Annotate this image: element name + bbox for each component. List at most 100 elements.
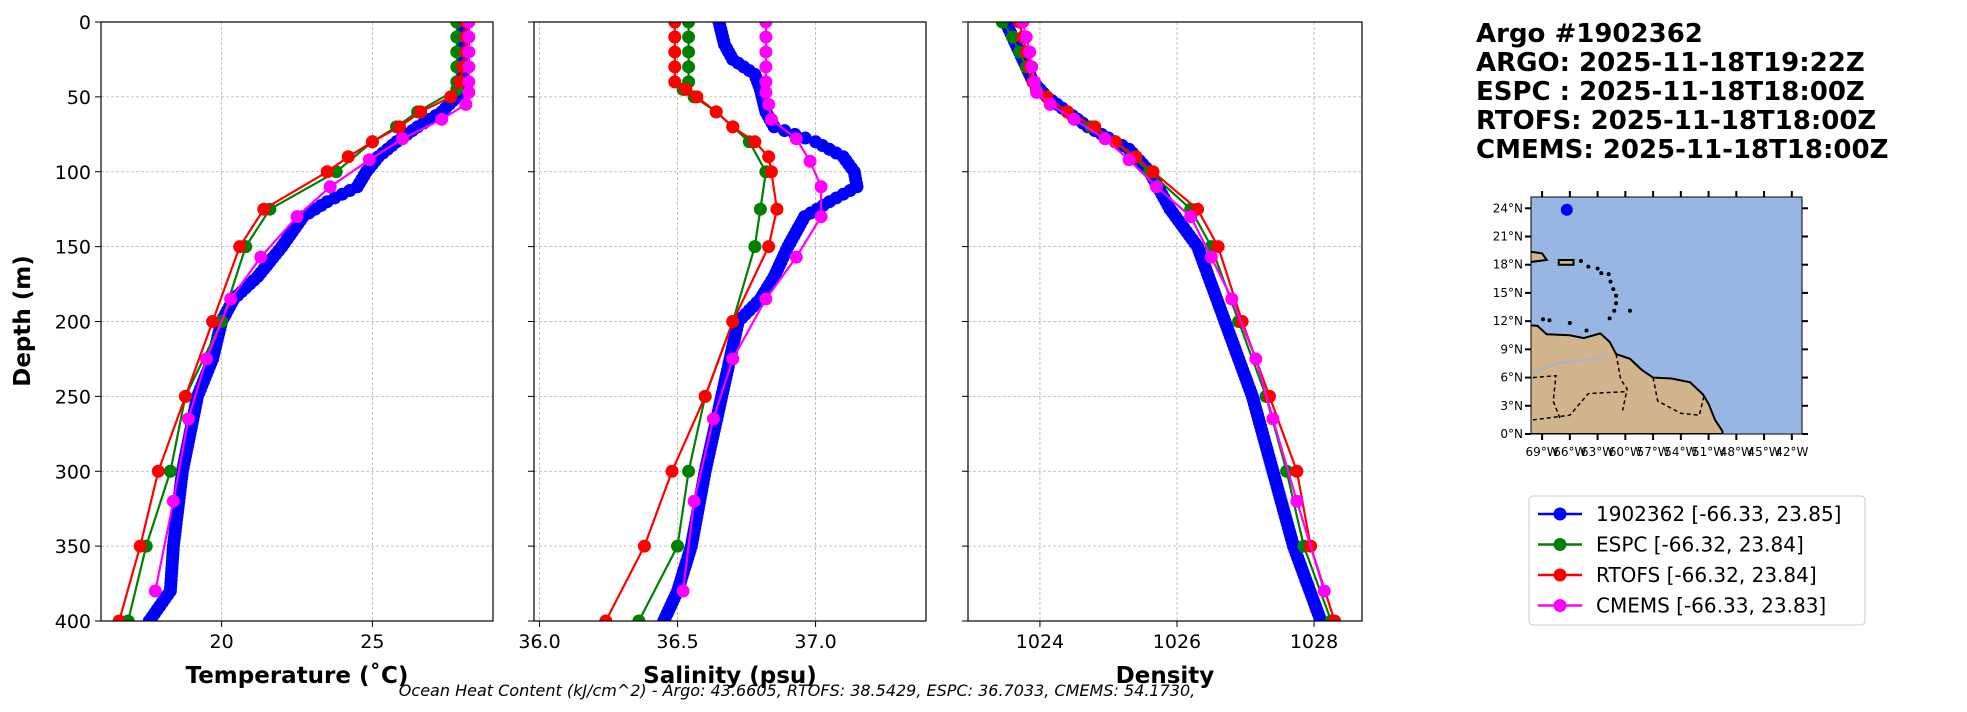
y-tick-label: 250 — [55, 386, 91, 408]
map-lat-label: 9°N — [1500, 342, 1523, 356]
map-lon-label: 45°W — [1748, 445, 1781, 459]
data-point-cmems — [759, 45, 773, 59]
data-point-cmems — [462, 60, 476, 74]
island — [1599, 271, 1604, 276]
island — [1567, 321, 1572, 326]
data-point-rtofs — [453, 75, 467, 89]
map-lon-label: 69°W — [1526, 445, 1559, 459]
data-point-cmems — [676, 584, 690, 598]
data-point-cmems — [789, 132, 803, 146]
x-tick-label: 1026 — [1153, 631, 1201, 653]
data-point-cmems — [759, 292, 773, 306]
legend-frame — [1528, 495, 1866, 626]
map-frame — [1530, 196, 1803, 435]
data-point-cmems — [396, 132, 410, 146]
x-tick-label: 37.0 — [794, 631, 836, 653]
data-point-cmems — [1098, 132, 1112, 146]
data-point-rtofs — [726, 120, 740, 134]
x-axis-label: Density — [1116, 663, 1215, 689]
data-point-cmems — [362, 153, 376, 167]
data-point-cmems — [1067, 112, 1081, 126]
map-lon-label: 48°W — [1720, 445, 1753, 459]
x-tick-label: 1024 — [1016, 631, 1064, 653]
data-point-rtofs — [257, 202, 271, 216]
legend: 1902362 [-66.33, 23.85] ESPC [-66.32, 23.… — [1528, 495, 1866, 626]
legend-label: ESPC [-66.32, 23.84] — [1596, 533, 1804, 557]
data-point-rtofs — [668, 45, 682, 59]
data-point-cmems — [1122, 153, 1136, 167]
axes-frame — [100, 21, 494, 622]
data-point-rtofs — [341, 150, 355, 164]
legend-label: 1902362 [-66.33, 23.85] — [1596, 502, 1841, 526]
data-point-espc — [753, 202, 767, 216]
data-point-cmems — [1016, 22, 1030, 29]
data-point-rtofs — [206, 315, 220, 328]
data-point-cmems — [200, 352, 214, 366]
data-point-cmems — [462, 75, 476, 89]
map-lon-label: 63°W — [1581, 445, 1614, 459]
border-line — [1615, 353, 1628, 411]
data-point-rtofs — [1146, 165, 1160, 179]
y-tick-label: 50 — [67, 87, 91, 109]
island — [1614, 301, 1619, 306]
island — [1541, 317, 1546, 322]
data-point-rtofs — [668, 75, 682, 89]
x-tick-label: 25 — [360, 631, 384, 653]
land-hispaniola — [1531, 250, 1549, 263]
data-point-cmems — [462, 22, 476, 29]
border-line — [1532, 374, 1562, 421]
data-point-rtofs — [764, 165, 778, 179]
data-point-espc — [163, 464, 177, 478]
data-point-espc — [682, 45, 696, 59]
data-point-cmems — [462, 85, 476, 99]
data-point-rtofs — [151, 464, 165, 478]
panel-3: 1024 1026 1028 Density — [962, 21, 1363, 689]
border-line — [1652, 377, 1705, 417]
data-point-cmems — [759, 60, 773, 74]
data-point-rtofs — [709, 105, 723, 119]
data-point-cmems — [759, 75, 773, 89]
island — [1607, 316, 1612, 321]
island — [1595, 266, 1600, 271]
map-lat-label: 18°N — [1493, 258, 1523, 272]
data-point-rtofs — [1328, 614, 1342, 621]
data-point-espc — [1006, 30, 1020, 44]
float-location-marker — [1560, 203, 1573, 216]
island — [1606, 272, 1611, 277]
border-line — [1532, 390, 1626, 421]
island — [1614, 293, 1619, 298]
data-point-cmems — [1266, 412, 1280, 426]
data-point-cmems — [1043, 97, 1057, 111]
x-axis-label: Temperature (˚C) — [186, 662, 409, 689]
data-point-cmems — [759, 30, 773, 44]
data-point-cmems — [687, 494, 701, 508]
legend-marker — [1553, 507, 1567, 521]
y-tick-label: 150 — [55, 237, 91, 259]
data-point-espc — [995, 22, 1009, 29]
series-line-espc — [1001, 22, 1333, 621]
island — [1612, 308, 1617, 313]
data-point-espc — [671, 539, 685, 553]
data-point-cmems — [1149, 180, 1163, 194]
map-lon-label: 66°W — [1553, 445, 1586, 459]
data-point-cmems — [224, 292, 238, 306]
data-point-cmems — [814, 180, 828, 194]
x-tick-label: 36.5 — [656, 631, 698, 653]
data-point-espc — [450, 30, 464, 44]
series-rtofs — [599, 22, 784, 621]
data-point-rtofs — [637, 539, 651, 553]
legend-item-espc: ESPC [-66.32, 23.84] — [1538, 533, 1804, 557]
data-point-cmems — [1317, 584, 1331, 598]
data-point-cmems — [462, 30, 476, 44]
y-tick-label: 300 — [55, 461, 91, 483]
data-point-cmems — [148, 584, 162, 598]
data-point-argo — [1314, 614, 1328, 621]
data-point-cmems — [759, 22, 773, 29]
data-point-rtofs — [365, 135, 379, 149]
data-point-rtofs — [178, 389, 192, 403]
x-axis-label: Salinity (psu) — [643, 663, 817, 689]
series-cmems — [148, 22, 476, 598]
data-point-espc — [682, 30, 696, 44]
data-point-cmems — [759, 85, 773, 99]
